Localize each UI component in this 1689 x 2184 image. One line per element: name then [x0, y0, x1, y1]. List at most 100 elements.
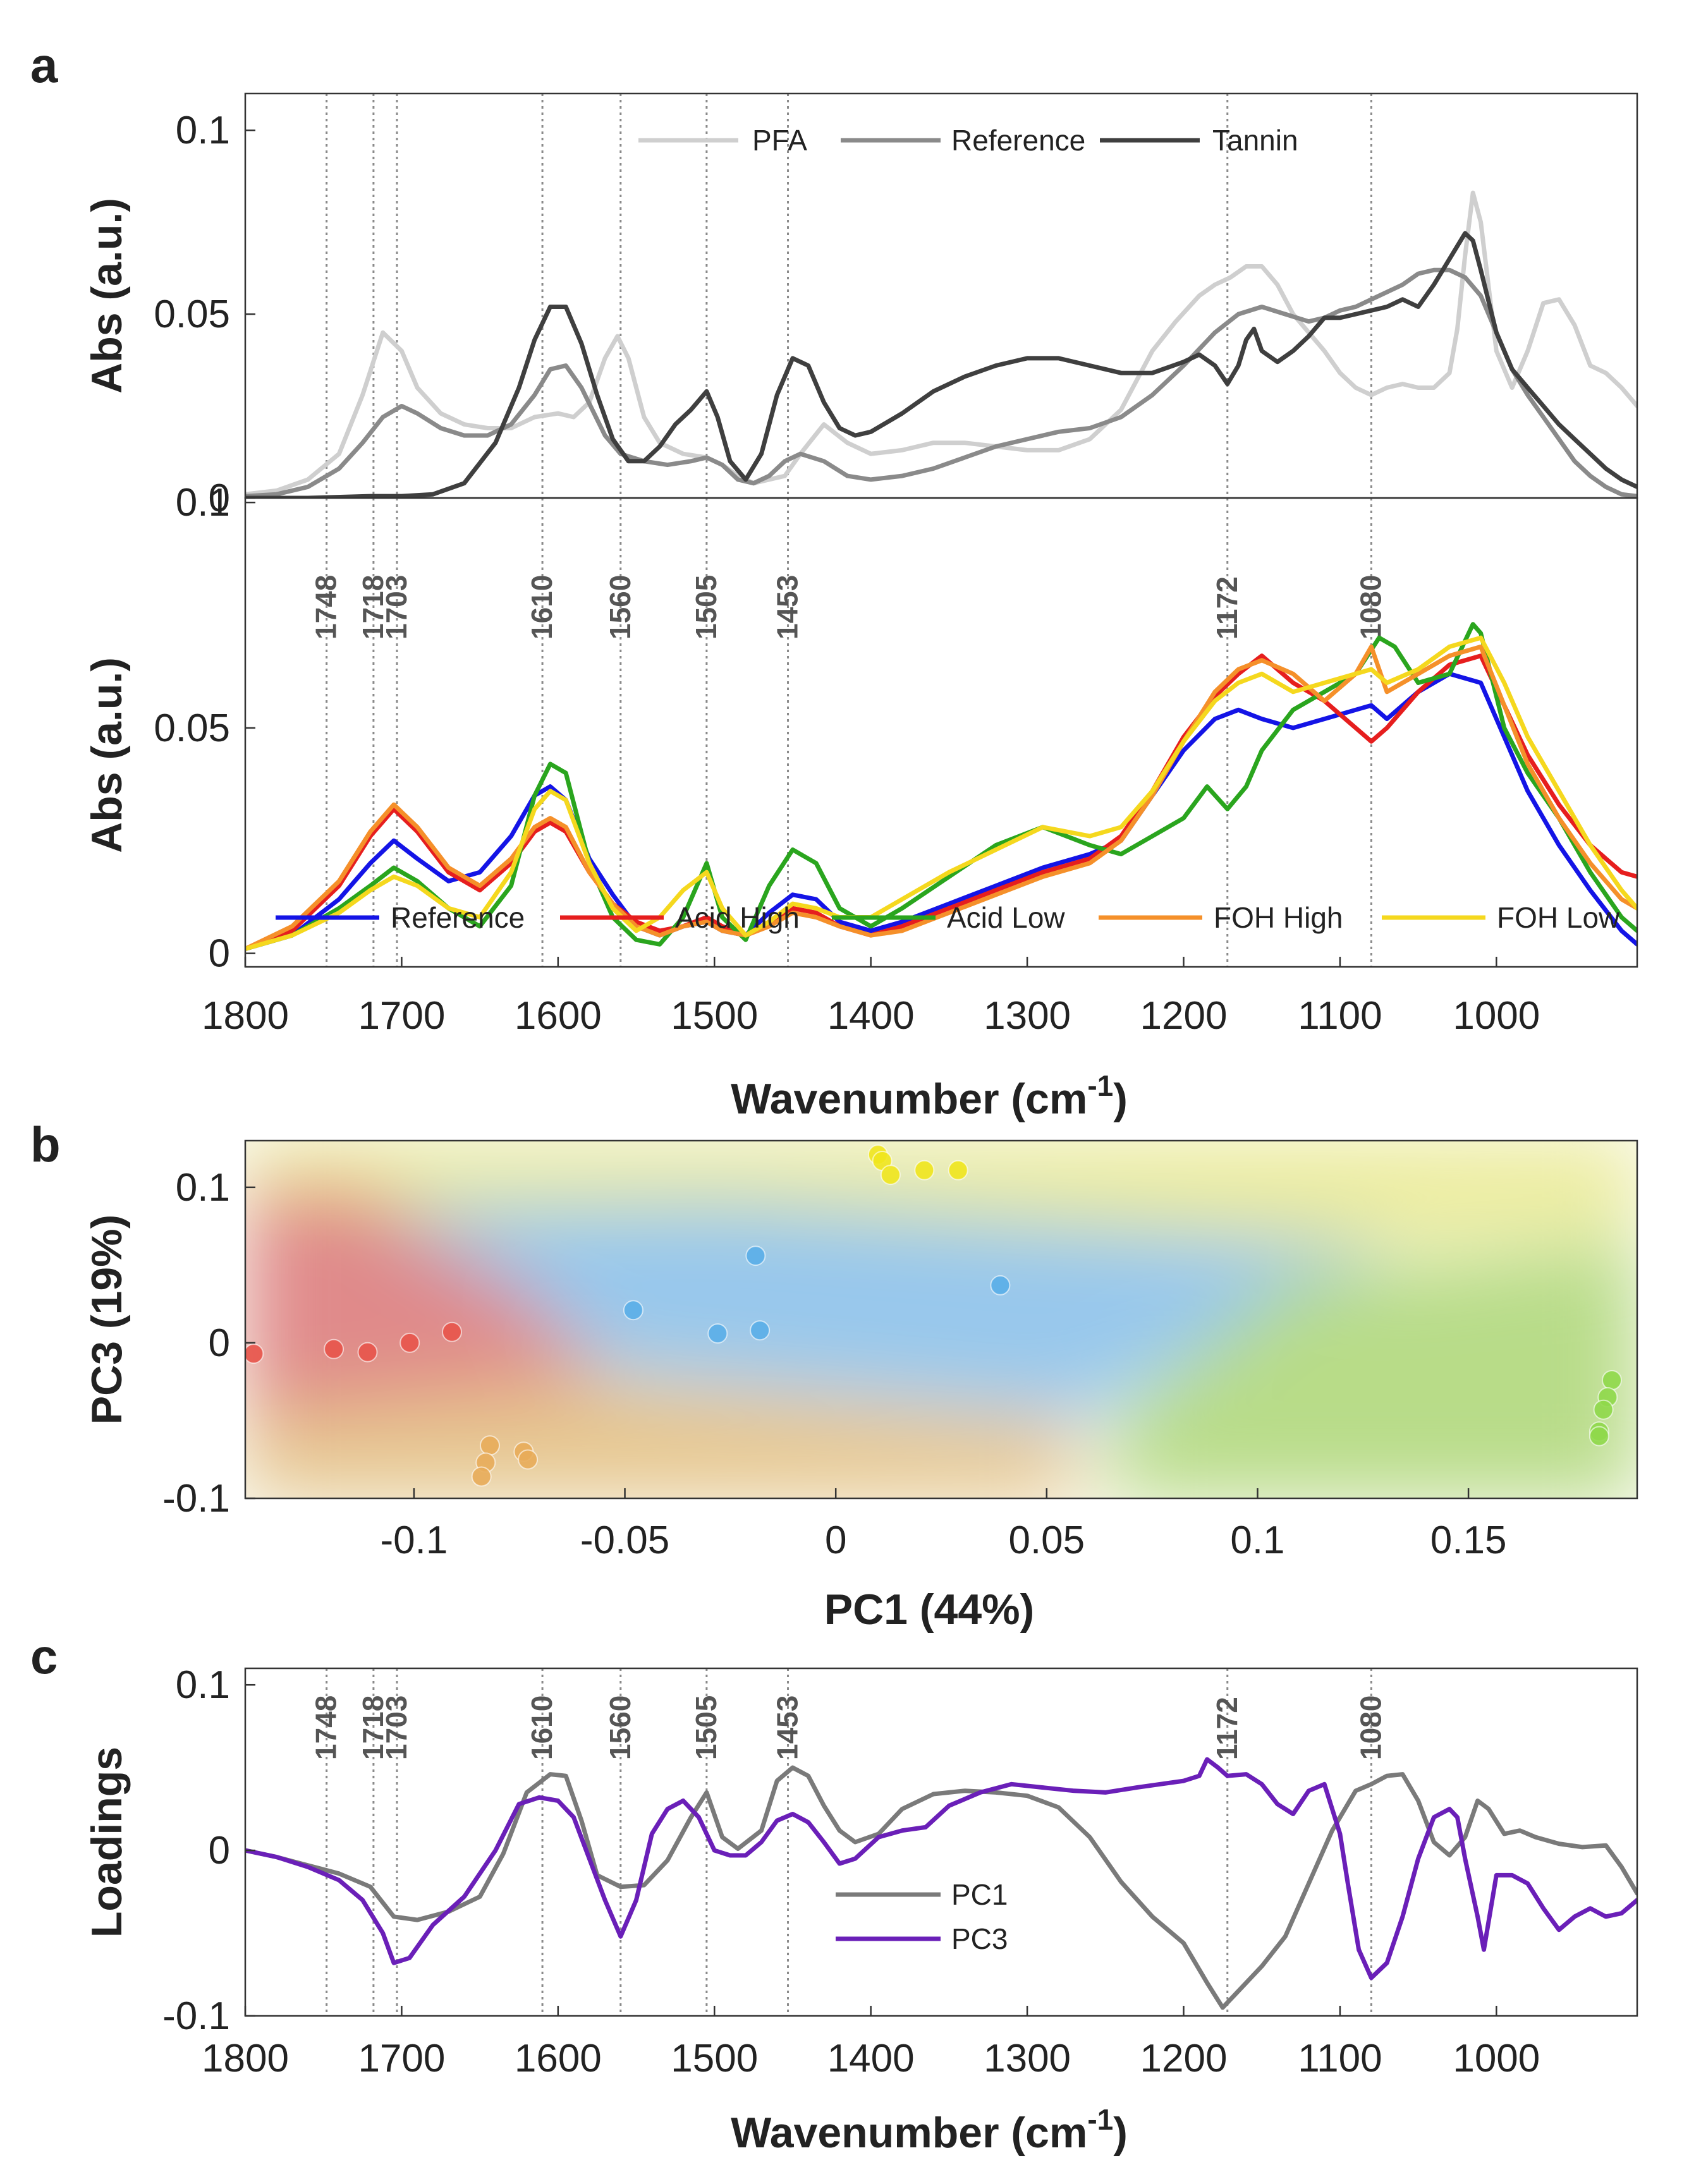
x-ticks: -0.1 -0.05 0 0.05 0.1 0.15 — [380, 1488, 1506, 1562]
point-foh-low — [880, 1165, 901, 1186]
marker-label-1703: 1703 — [380, 1696, 413, 1760]
legend-label-foh-high: FOH High — [1214, 901, 1343, 934]
panel-label-a: a — [30, 37, 58, 93]
series-line-foh-low — [245, 635, 1637, 951]
x-tick-label: -0.05 — [580, 1519, 669, 1562]
region-reference — [379, 1201, 1391, 1416]
x-tick-label: 1700 — [358, 2037, 445, 2080]
series-line-foh-high — [245, 644, 1637, 951]
legend-label-reference: Reference — [951, 124, 1085, 157]
x-tick-label: 1800 — [202, 2037, 289, 2080]
y-axis-label: Abs (a.u.) — [83, 657, 131, 853]
marker-label-1718: 1718 — [357, 575, 389, 640]
panel-label-c: c — [30, 1629, 58, 1684]
y-tick-label: 0.05 — [154, 293, 230, 336]
plot-frame — [244, 497, 1638, 968]
marker-label-1453: 1453 — [771, 575, 804, 640]
x-tick-label: 0.05 — [1008, 1519, 1085, 1562]
series-line-tannin — [245, 231, 1637, 498]
x-axis-label-end: ) — [1113, 2109, 1128, 2157]
panel-b: -0.1 0 0.1 -0.1 -0.05 0 0.05 0.1 0.15 PC3 (19%)… — [83, 1139, 1638, 1634]
point-reference — [990, 1275, 1011, 1295]
x-tick-label: 1600 — [515, 2037, 602, 2080]
score-points — [245, 1144, 1622, 1487]
y-axis-label: Abs (a.u.) — [83, 198, 131, 394]
legend: PC1 PC3 — [836, 1878, 1008, 1955]
x-tick-label: 0 — [825, 1519, 846, 1562]
marker-lines — [326, 498, 1372, 967]
x-tick-label: 1300 — [984, 994, 1071, 1038]
x-tick-label: 1800 — [202, 994, 289, 1038]
series-lines — [245, 1757, 1637, 2010]
point-foh-low — [914, 1160, 935, 1180]
legend-label-foh-low: FOH Low — [1497, 901, 1620, 934]
marker-label-1610: 1610 — [525, 1696, 558, 1760]
y-tick-label: 0 — [209, 1321, 230, 1365]
x-axis-label: Wavenumber (cm-1) — [731, 2103, 1128, 2157]
x-tick-label: 0.1 — [1230, 1519, 1284, 1562]
x-tick-label: 1200 — [1140, 994, 1228, 1038]
x-tick-label: 1000 — [1453, 2037, 1540, 2080]
point-foh-low — [948, 1160, 968, 1180]
point-acid-low — [1593, 1399, 1614, 1420]
point-acid-low — [1588, 1426, 1609, 1447]
legend-label-pc3: PC3 — [951, 1922, 1008, 1955]
panel-label-b: b — [30, 1117, 61, 1172]
legend-label-tannin: Tannin — [1212, 124, 1298, 157]
y-ticks: -0.1 0 0.1 — [162, 1663, 255, 2038]
x-tick-label: 1100 — [1298, 994, 1382, 1038]
y-ticks: 0 0.05 0.1 — [154, 481, 255, 976]
y-ticks: 0 0.05 0.1 — [154, 109, 255, 520]
y-tick-label: -0.1 — [162, 1477, 230, 1520]
marker-label-1453: 1453 — [771, 1696, 804, 1760]
point-foh-high — [518, 1449, 539, 1470]
y-tick-label: 0.05 — [154, 707, 230, 750]
marker-label-1080: 1080 — [1354, 1696, 1387, 1760]
legend-label-acid-high: Acid High — [675, 901, 800, 934]
marker-label-1718: 1718 — [357, 1696, 389, 1760]
point-foh-high — [480, 1435, 500, 1456]
y-axis-label: Loadings — [83, 1747, 131, 1938]
x-tick-label: 1200 — [1140, 2037, 1228, 2080]
point-reference — [707, 1323, 728, 1344]
score-background — [245, 1141, 1637, 1498]
x-tick-label: 1100 — [1298, 2037, 1382, 2080]
series-line-pc1 — [245, 1765, 1637, 2010]
x-axis-label: PC1 (44%) — [824, 1586, 1035, 1634]
x-ticks: 1800 1700 1600 1500 1400 1300 1200 1100 1000 — [202, 957, 1540, 1038]
x-tick-label: 1000 — [1453, 994, 1540, 1038]
x-tick-label: 1300 — [984, 2037, 1071, 2080]
x-tick-label: 1400 — [827, 994, 915, 1038]
y-tick-label: 0 — [209, 476, 230, 520]
y-tick-label: 0 — [209, 1829, 230, 1872]
point-reference — [750, 1320, 771, 1341]
marker-label-1560: 1560 — [604, 1696, 637, 1760]
series-line-acid-low — [245, 622, 1637, 951]
x-axis-label: Wavenumber (cm-1) — [731, 1069, 1128, 1123]
x-tick-label: 1500 — [671, 2037, 758, 2080]
region-foh-low — [245, 1141, 1637, 1248]
point-acid-high — [442, 1321, 462, 1342]
marker-label-1560: 1560 — [604, 575, 637, 640]
marker-label-1172: 1172 — [1210, 576, 1243, 640]
series-line-pc3 — [245, 1757, 1637, 1981]
plot-frame — [244, 1667, 1638, 2017]
series-lines — [245, 622, 1637, 951]
series-line-pfa — [245, 190, 1637, 497]
plot-frame — [244, 1139, 1638, 1500]
y-tick-label: 0.1 — [176, 109, 230, 152]
x-axis-label-main: Wavenumber (cm — [731, 1075, 1087, 1123]
x-tick-label: -0.1 — [380, 1519, 448, 1562]
x-tick-label: 1700 — [358, 994, 445, 1038]
x-axis-label-end: ) — [1113, 1075, 1128, 1123]
marker-lines — [326, 1668, 1372, 2016]
x-tick-label: 1400 — [827, 2037, 915, 2080]
legend-label-pfa: PFA — [752, 124, 807, 157]
panel-a-top: 0 0.05 0.1 Abs (a.u.) PFA Reference Tannin — [83, 92, 1638, 520]
marker-label-1505: 1505 — [690, 1696, 723, 1760]
region-foh-high — [245, 1378, 1075, 1498]
legend-label-pc1: PC1 — [951, 1878, 1008, 1911]
